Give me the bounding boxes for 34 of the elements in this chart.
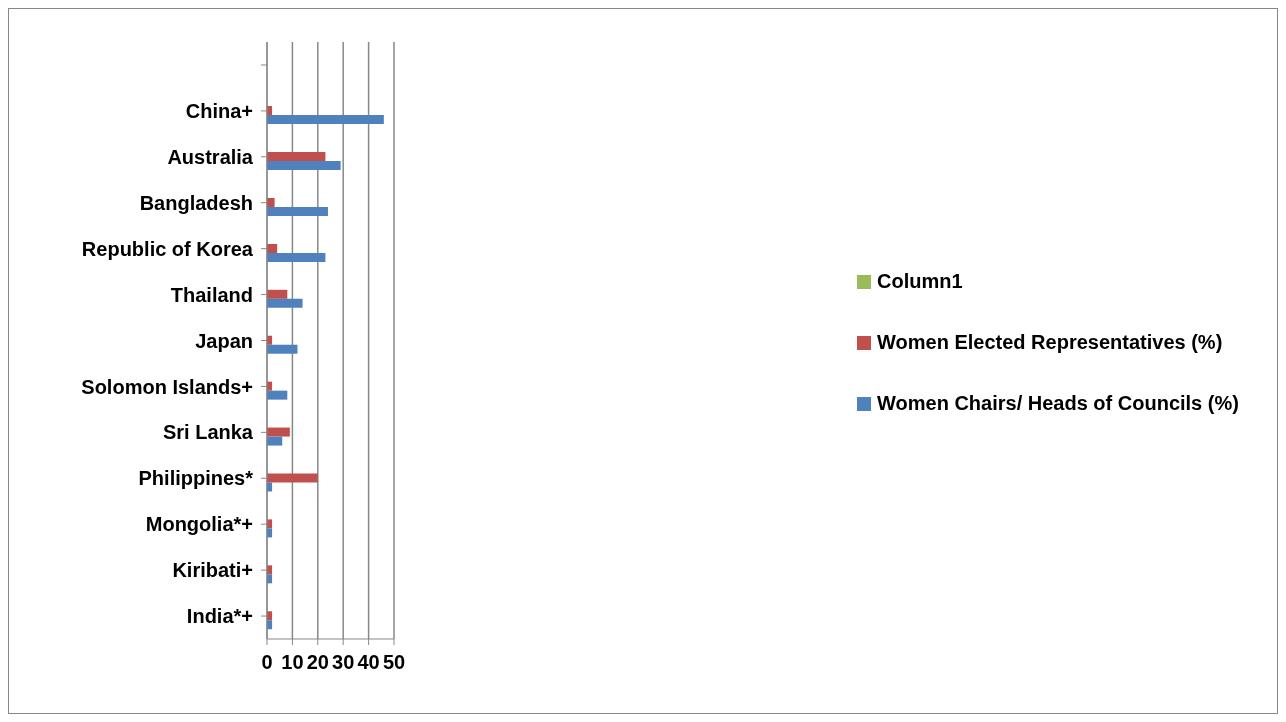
y-tick-label: China+ [185,99,253,122]
legend-label: Column1 [877,269,963,293]
x-tick-label: 30 [332,651,355,674]
x-tick-label: 50 [382,651,406,674]
y-tick-label: Republic of Korea [81,237,254,260]
bar [267,473,318,483]
bar [267,289,288,299]
x-tick-label: 20 [306,651,329,674]
bar [267,206,328,216]
bar [267,390,288,400]
bar [267,427,290,437]
bar [267,344,298,354]
y-tick-label: India*+ [186,605,253,628]
y-tick-label: Japan [195,329,253,352]
x-tick-label: 40 [357,651,380,674]
x-tick-label: 0 [261,651,273,674]
bar [267,436,283,446]
x-tick-label: 10 [281,651,304,674]
bar [267,115,384,125]
bar [267,197,275,207]
y-tick-label: Kiribati+ [172,559,253,582]
bar [267,152,326,162]
y-tick-label: Philippines* [138,467,254,490]
y-tick-label: Thailand [170,283,253,306]
bar [267,298,303,308]
y-tick-label: Sri Lanka [162,421,254,444]
y-tick-label: Solomon Islands+ [81,375,253,398]
y-tick-label: Bangladesh [139,191,253,214]
y-tick-label: Australia [167,145,254,168]
y-tick-label: Mongolia*+ [145,513,253,536]
legend-label: Women Elected Representatives (%) [877,330,1223,354]
legend-label: Women Chairs/ Heads of Councils (%) [877,391,1239,415]
bar [267,161,341,171]
bar [267,252,326,262]
